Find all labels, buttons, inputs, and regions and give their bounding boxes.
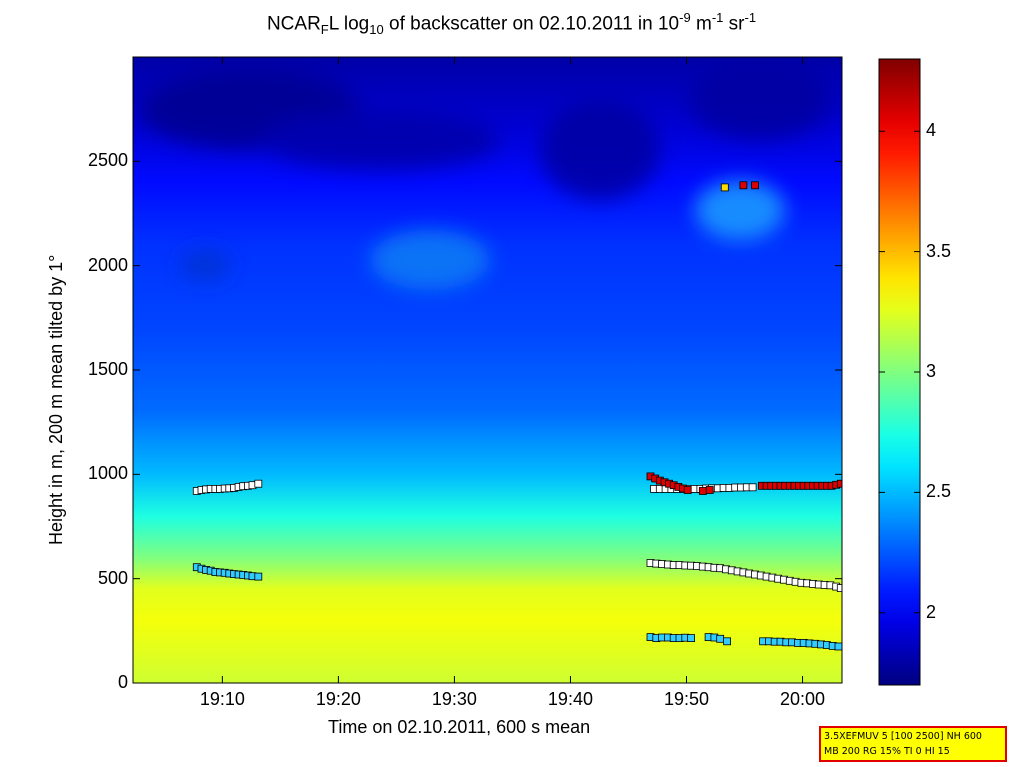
dark-patch <box>260 110 500 170</box>
dark-patch <box>180 250 230 280</box>
marker <box>751 181 759 190</box>
x-tick-label: 19:50 <box>663 689 710 709</box>
info-line-2: MB 200 RG 15% TI 0 HI 15 <box>824 746 950 757</box>
marker <box>723 637 731 646</box>
x-tick-label: 19:40 <box>547 689 593 709</box>
x-tick-label: 19:30 <box>431 689 477 709</box>
dark-patch <box>690 60 830 140</box>
y-tick-label: 500 <box>97 567 128 588</box>
dark-patch <box>540 100 660 200</box>
y-tick-label: 2500 <box>87 150 128 171</box>
x-axis-label: Time on 02.10.2011, 600 s mean <box>328 717 591 737</box>
light-patch <box>695 180 785 240</box>
marker <box>748 483 757 492</box>
heatmap-texture <box>140 60 830 290</box>
x-tick-label: 19:10 <box>199 689 245 709</box>
y-tick-label: 0 <box>117 672 128 692</box>
colorbar-tick-label: 4 <box>926 120 937 141</box>
colorbar <box>878 58 921 686</box>
marker <box>705 486 714 494</box>
x-ticks <box>221 57 804 683</box>
y-tick-label: 2000 <box>87 254 128 275</box>
marker-layer <box>192 181 842 651</box>
marker <box>836 584 842 592</box>
colorbar-tick-label: 3.5 <box>926 240 952 261</box>
colorbar-tick-label: 2 <box>926 601 937 622</box>
marker <box>716 634 725 643</box>
info-line-1: 3.5XEFMUV 5 [100 2500] NH 600 <box>824 731 982 742</box>
marker <box>683 486 692 494</box>
marker <box>254 572 263 581</box>
marker <box>254 479 263 488</box>
colorbar-tick-label: 2.5 <box>926 481 952 502</box>
colorbar-tick-label: 3 <box>926 361 937 381</box>
y-tick-label: 1000 <box>87 463 128 484</box>
marker <box>698 487 707 495</box>
marker <box>720 183 729 192</box>
light-patch <box>370 230 490 290</box>
y-axis-label: Height in m, 200 m mean tilted by 1° <box>46 254 66 545</box>
x-tick-label: 19:20 <box>315 689 361 709</box>
x-tick-label: 20:00 <box>780 689 826 709</box>
colorbar-ticks <box>879 130 920 614</box>
marker <box>834 642 842 651</box>
marker <box>836 479 842 488</box>
y-tick-label: 1500 <box>87 359 128 379</box>
marker <box>739 181 748 190</box>
chart-title: NCARFL log10 of backscatter on 02.10.201… <box>266 10 757 38</box>
y-ticks <box>133 160 842 684</box>
info-box: 3.5XEFMUV 5 [100 2500] NH 600 MB 200 RG … <box>819 726 1007 762</box>
marker <box>687 634 695 642</box>
